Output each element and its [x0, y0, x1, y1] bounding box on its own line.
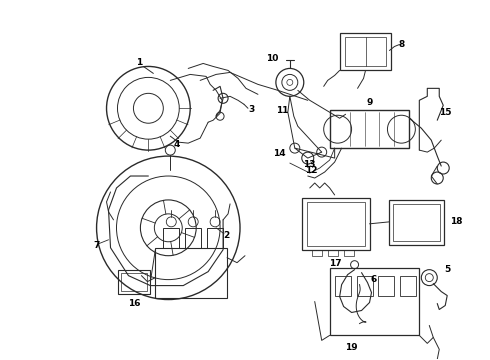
- Bar: [340, 32, 392, 71]
- Text: 10: 10: [266, 54, 278, 63]
- Bar: [185, 228, 201, 248]
- Text: 7: 7: [94, 241, 100, 250]
- Bar: [393, 204, 440, 241]
- Text: 19: 19: [345, 343, 358, 352]
- Text: 15: 15: [439, 108, 451, 117]
- Bar: [302, 198, 369, 250]
- Bar: [307, 202, 365, 246]
- Bar: [330, 110, 409, 148]
- Text: 13: 13: [303, 159, 316, 168]
- Bar: [122, 273, 147, 291]
- Text: 2: 2: [223, 231, 229, 240]
- Text: 11: 11: [275, 106, 288, 115]
- Text: 14: 14: [272, 149, 285, 158]
- Text: 5: 5: [444, 265, 450, 274]
- Bar: [343, 250, 354, 256]
- Bar: [400, 276, 416, 296]
- Bar: [155, 248, 227, 298]
- Text: 3: 3: [249, 105, 255, 114]
- Text: 6: 6: [370, 275, 377, 284]
- Text: 17: 17: [329, 259, 342, 268]
- Bar: [207, 228, 223, 248]
- Bar: [390, 200, 444, 245]
- Bar: [328, 250, 338, 256]
- Bar: [330, 268, 419, 336]
- Bar: [357, 276, 372, 296]
- Bar: [119, 270, 150, 293]
- Text: 9: 9: [367, 98, 373, 107]
- Text: 18: 18: [450, 217, 463, 226]
- Bar: [335, 276, 350, 296]
- Bar: [344, 37, 387, 67]
- Text: 4: 4: [173, 140, 179, 149]
- Text: 8: 8: [398, 40, 405, 49]
- Bar: [163, 228, 179, 248]
- Bar: [378, 276, 394, 296]
- Text: 12: 12: [305, 166, 318, 175]
- Text: 1: 1: [136, 58, 143, 67]
- Text: 16: 16: [128, 299, 141, 308]
- Bar: [312, 250, 322, 256]
